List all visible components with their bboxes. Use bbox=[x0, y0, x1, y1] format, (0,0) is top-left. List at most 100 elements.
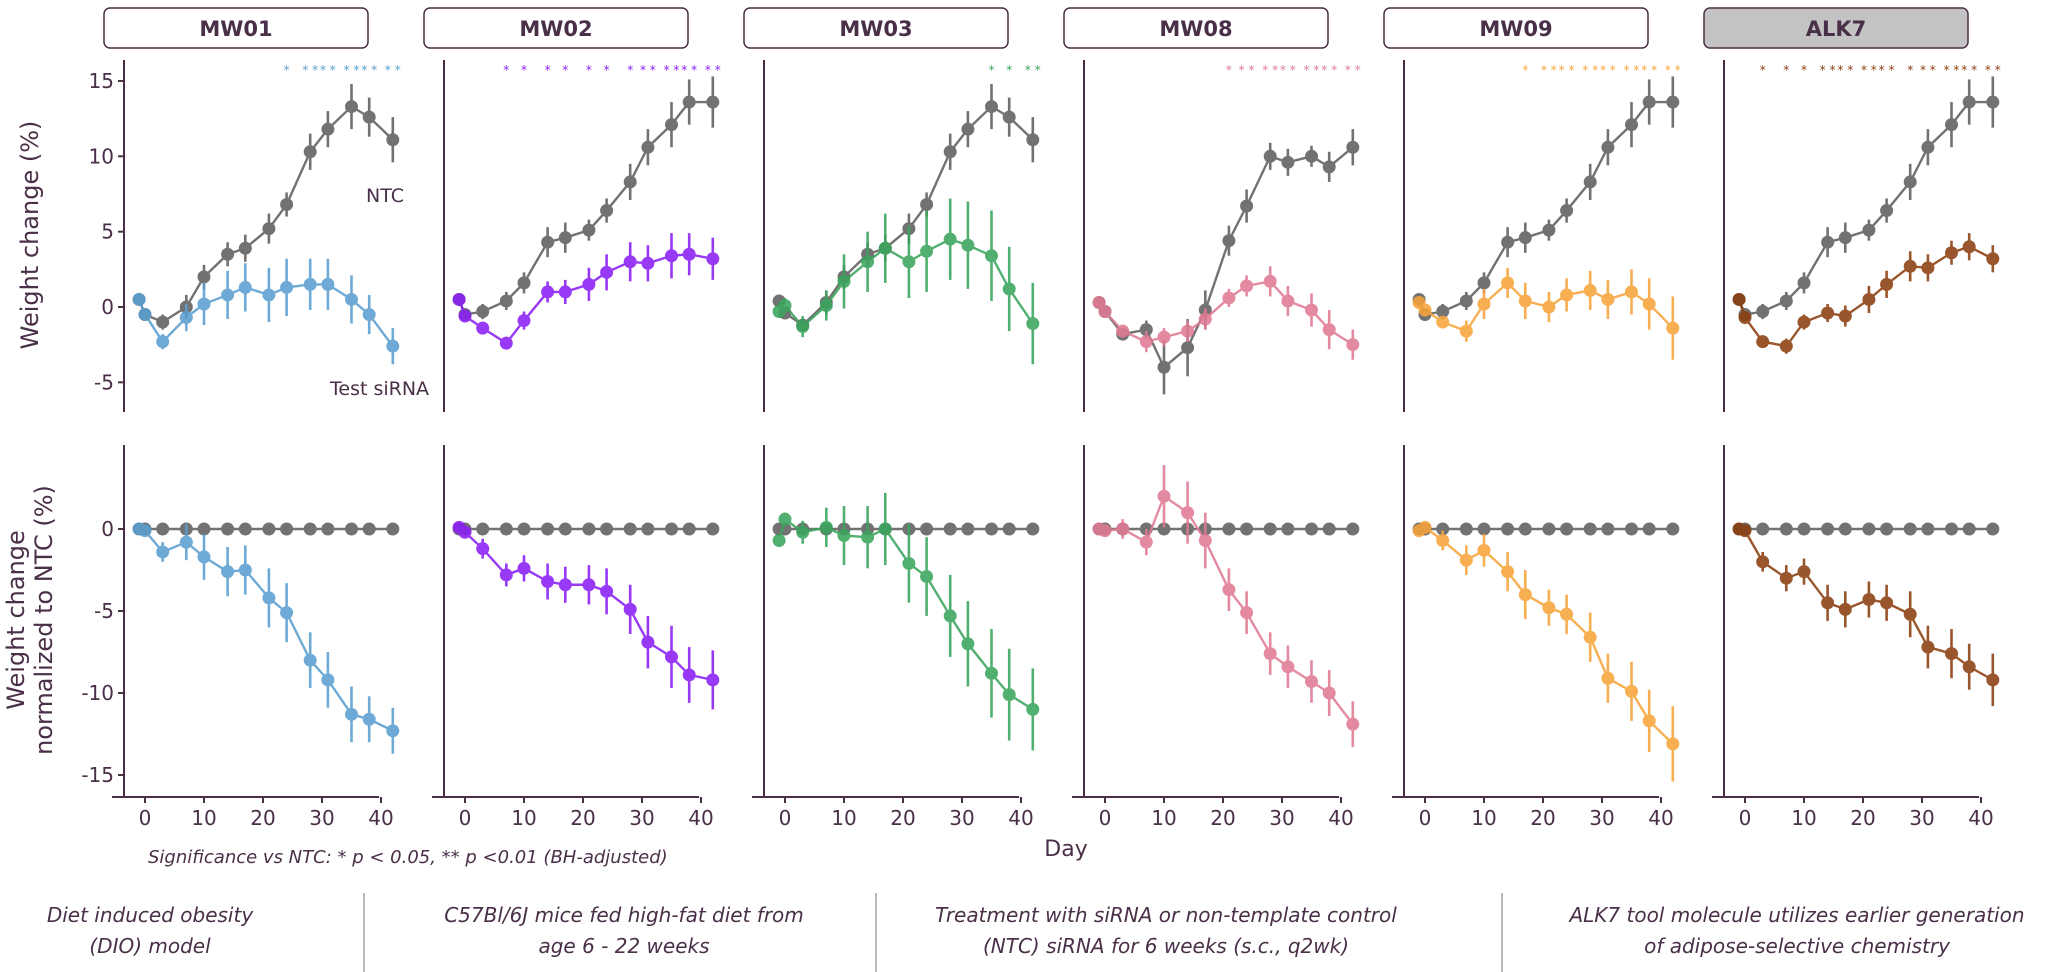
test-sirna-point bbox=[1418, 520, 1432, 534]
ntc-point bbox=[1501, 235, 1515, 249]
test-sirna-point bbox=[1026, 317, 1040, 331]
test-sirna-series bbox=[1412, 267, 1680, 360]
panel-title: ALK7 bbox=[1806, 17, 1867, 41]
ntc-point bbox=[386, 522, 400, 536]
ntc-series bbox=[1092, 129, 1360, 395]
ntc-series bbox=[132, 522, 400, 536]
ntc-point bbox=[1642, 522, 1656, 536]
significance-star: * * bbox=[1961, 63, 1977, 77]
test-sirna-point bbox=[1346, 717, 1360, 731]
test-sirna-series bbox=[1732, 522, 2000, 707]
test-sirna-point bbox=[138, 308, 152, 322]
significance-star: * * bbox=[1304, 63, 1320, 77]
test-sirna-point bbox=[1797, 565, 1811, 579]
test-sirna-point bbox=[1542, 601, 1556, 615]
ntc-point bbox=[1157, 360, 1171, 374]
test-sirna-point bbox=[1139, 535, 1153, 549]
significance-star: * * bbox=[1280, 63, 1296, 77]
ntc-point bbox=[476, 522, 490, 536]
ntc-line bbox=[1417, 100, 1673, 316]
test-sirna-point bbox=[1157, 489, 1171, 503]
test-sirna-point bbox=[1838, 309, 1852, 323]
test-sirna-point bbox=[1518, 588, 1532, 602]
ntc-point bbox=[1240, 199, 1254, 213]
significance-markers: * * * * * * * * * * * bbox=[284, 63, 401, 77]
test-sirna-point bbox=[1601, 671, 1615, 685]
test-sirna-point bbox=[1642, 297, 1656, 311]
test-sirna-point bbox=[541, 285, 555, 299]
significance-star: * * bbox=[302, 63, 318, 77]
test-sirna-point bbox=[582, 578, 596, 592]
test-sirna-point bbox=[920, 570, 934, 584]
top-plot: * * * * * * * * * * * * * * * bbox=[1403, 60, 1681, 412]
ntc-point bbox=[262, 222, 276, 236]
ntc-point bbox=[1002, 110, 1016, 124]
ntc-point bbox=[706, 522, 720, 536]
panel-mw08: MW08* * * * * * * * * * * * *0 10 20 30 40 bbox=[1063, 7, 1361, 830]
significance-star: * * bbox=[640, 63, 656, 77]
test-sirna-point bbox=[796, 320, 810, 334]
ntc-point bbox=[262, 522, 276, 536]
y-tick-label: 5 bbox=[101, 220, 114, 244]
test-sirna-point bbox=[238, 280, 252, 294]
ntc-point bbox=[665, 118, 678, 132]
test-sirna-point bbox=[600, 265, 614, 279]
top-plot: * * * * bbox=[763, 60, 1041, 412]
test-sirna-point bbox=[1986, 673, 2000, 687]
test-sirna-point bbox=[1459, 324, 1473, 338]
test-sirna-point bbox=[943, 609, 957, 623]
ntc-point bbox=[1779, 294, 1793, 308]
ntc-point bbox=[1026, 522, 1040, 536]
x-tick-label: 40 bbox=[1328, 806, 1353, 830]
significance-star: * bbox=[545, 63, 551, 77]
test-sirna-point bbox=[1583, 630, 1597, 644]
test-sirna-point bbox=[1305, 675, 1318, 689]
test-sirna-point bbox=[682, 247, 696, 261]
footer-item-3-line1: Treatment with siRNA or non-template con… bbox=[935, 903, 1397, 927]
test-sirna-point bbox=[197, 550, 211, 564]
strip-box bbox=[1063, 7, 1329, 49]
x-tick-label: 30 bbox=[949, 806, 974, 830]
test-sirna-point bbox=[262, 591, 276, 605]
significance-star: * bbox=[1006, 63, 1012, 77]
test-sirna-point bbox=[558, 578, 572, 592]
ntc-point bbox=[1903, 522, 1917, 536]
ntc-point bbox=[582, 522, 596, 536]
significance-star: * * bbox=[1559, 63, 1575, 77]
test-sirna-point bbox=[772, 533, 786, 547]
bottom-plot: 0 10 20 30 40 bbox=[1712, 445, 2000, 830]
test-sirna-point bbox=[132, 292, 146, 306]
test-sirna-point bbox=[623, 602, 637, 616]
ntc-point bbox=[1263, 522, 1277, 536]
ntc-point bbox=[1821, 522, 1835, 536]
footer-item-4-line2: of adipose-selective chemistry bbox=[1644, 934, 1951, 958]
significance-star: * * bbox=[1541, 63, 1557, 77]
panel-title: MW02 bbox=[519, 17, 592, 41]
test-sirna-point bbox=[706, 252, 720, 266]
significance-star: * * bbox=[344, 63, 360, 77]
ntc-point bbox=[1880, 522, 1894, 536]
test-sirna-point bbox=[819, 298, 833, 312]
test-sirna-point bbox=[1436, 315, 1450, 329]
x-tick-label: 40 bbox=[1008, 806, 1033, 830]
ntc-point bbox=[345, 522, 358, 536]
test-sirna-point bbox=[221, 288, 235, 302]
ntc-line bbox=[1098, 146, 1354, 370]
ntc-point bbox=[280, 198, 294, 212]
test-sirna-point bbox=[1098, 305, 1112, 319]
ntc-point bbox=[280, 522, 294, 536]
panel-title: MW03 bbox=[839, 17, 912, 41]
ntc-point bbox=[558, 231, 572, 245]
test-sirna-series bbox=[132, 258, 400, 365]
test-sirna-point bbox=[156, 335, 170, 349]
test-sirna-point bbox=[1642, 714, 1656, 728]
significance-star: * * bbox=[705, 63, 721, 77]
footer-item-3-line2: (NTC) siRNA for 6 weeks (s.c., q2wk) bbox=[983, 934, 1349, 958]
significance-star: * bbox=[604, 63, 610, 77]
test-sirna-point bbox=[1625, 285, 1638, 299]
ntc-point bbox=[499, 522, 513, 536]
ntc-point bbox=[1477, 522, 1491, 536]
significance-star: * bbox=[586, 63, 592, 77]
significance-star: * bbox=[989, 63, 995, 77]
ntc-point bbox=[1625, 118, 1638, 132]
